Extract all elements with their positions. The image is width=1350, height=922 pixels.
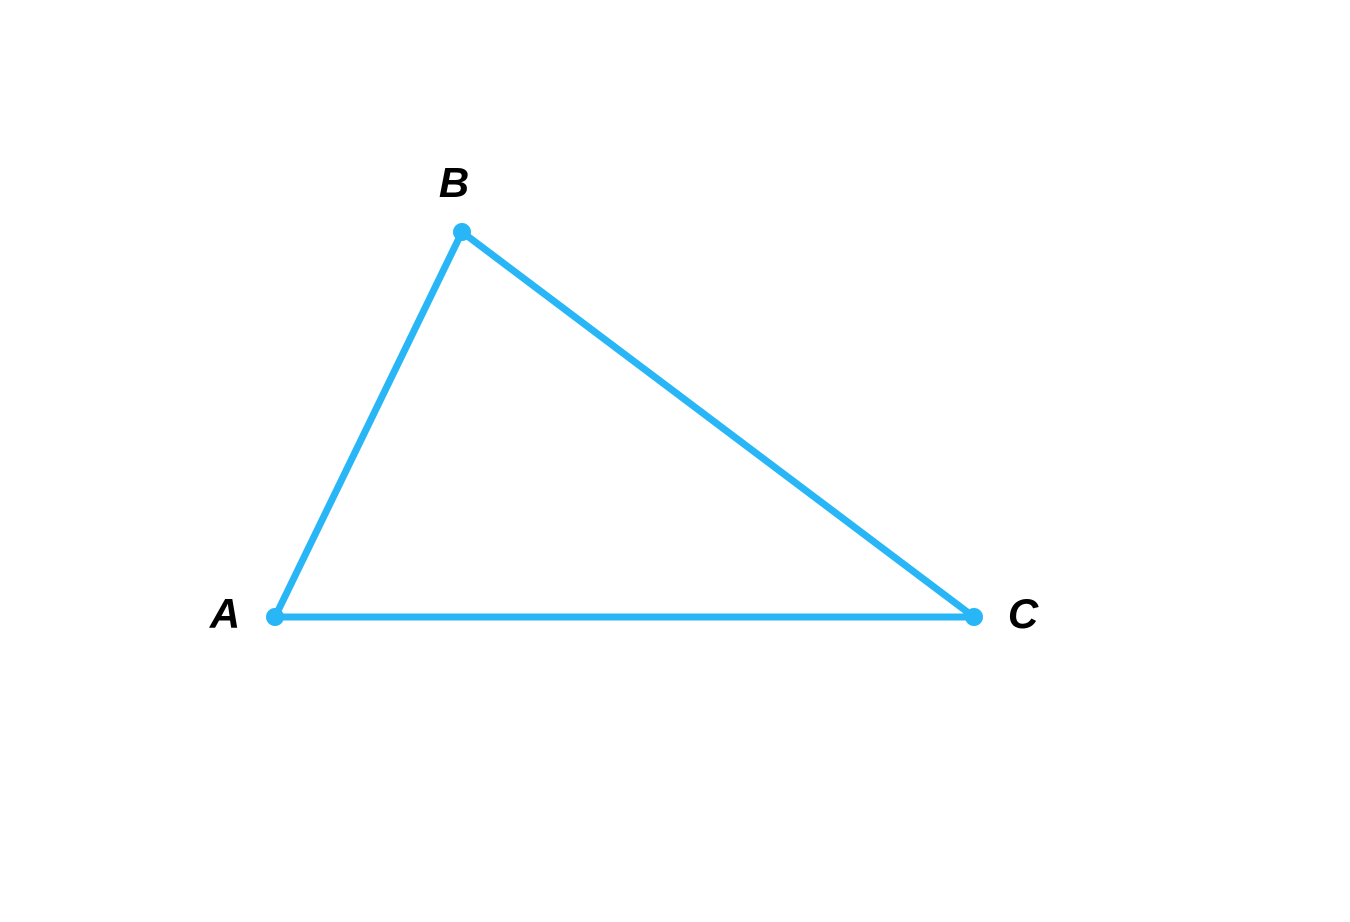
triangle-vertex <box>453 223 471 241</box>
vertex-label-a: A <box>210 590 240 638</box>
vertex-label-b: B <box>439 159 469 207</box>
triangle-diagram: A B C <box>0 0 1350 917</box>
triangle-svg <box>0 0 1350 917</box>
triangle-vertex <box>266 608 284 626</box>
triangle-edge <box>275 232 462 617</box>
triangle-vertex <box>965 608 983 626</box>
vertex-label-c: C <box>1008 590 1038 638</box>
triangle-edge <box>462 232 974 617</box>
